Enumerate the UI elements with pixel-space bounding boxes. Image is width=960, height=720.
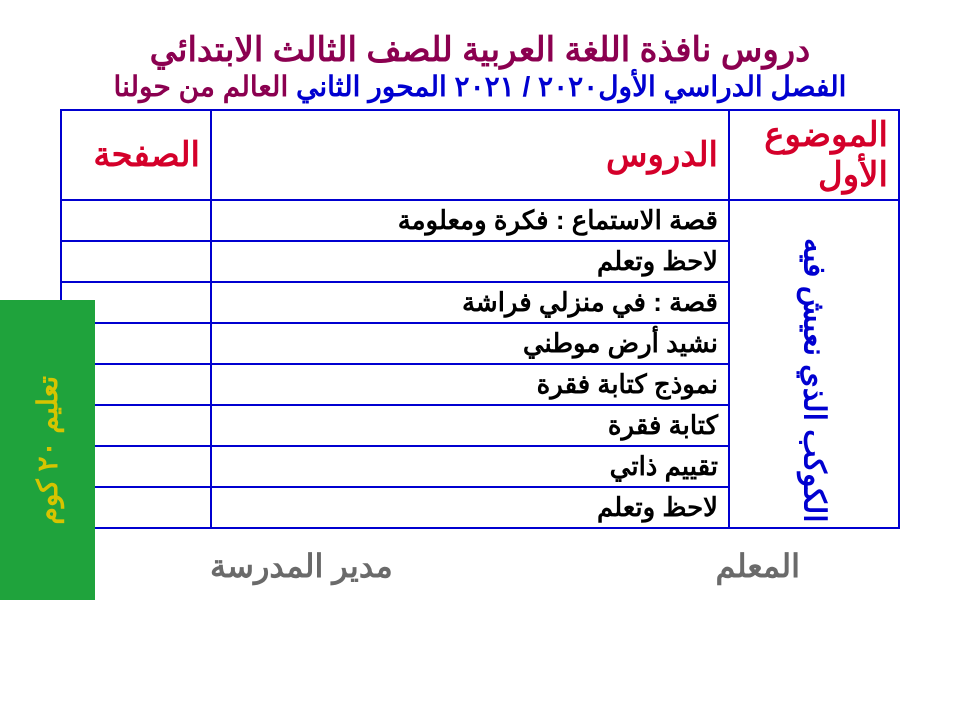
main-title: دروس نافذة اللغة العربية للصف الثالث الا…: [60, 30, 900, 70]
subtitle-part2: العالم من حولنا: [114, 71, 296, 102]
subtitle: الفصل الدراسي الأول٢٠٢٠ / ٢٠٢١ المحور ال…: [60, 70, 900, 103]
side-badge: تعليم ٢٠ كوم: [0, 300, 95, 600]
lesson-cell: تقييم ذاتي: [211, 446, 729, 487]
principal-label: مدير المدرسة: [210, 547, 393, 585]
page-cell: [61, 241, 211, 282]
table-header-row: الموضوع الأول الدروس الصفحة: [61, 110, 899, 200]
lesson-cell: قصة : في منزلي فراشة: [211, 282, 729, 323]
topic-cell: الكوكب الذي نعيش فيه: [729, 200, 899, 528]
subtitle-part1: الفصل الدراسي الأول٢٠٢٠ / ٢٠٢١ المحور ال…: [296, 71, 846, 102]
teacher-label: المعلم: [716, 547, 800, 585]
lesson-cell: لاحظ وتعلم: [211, 241, 729, 282]
page-cell: [61, 200, 211, 241]
lesson-cell: نشيد أرض موطني: [211, 323, 729, 364]
lesson-cell: نموذج كتابة فقرة: [211, 364, 729, 405]
table-row: الكوكب الذي نعيش فيهقصة الاستماع : فكرة …: [61, 200, 899, 241]
lesson-cell: لاحظ وتعلم: [211, 487, 729, 528]
footer: المعلم مدير المدرسة: [60, 547, 900, 585]
col-topic: الموضوع الأول: [729, 110, 899, 200]
col-lessons: الدروس: [211, 110, 729, 200]
side-badge-text: تعليم ٢٠ كوم: [31, 376, 64, 524]
lessons-table: الموضوع الأول الدروس الصفحة الكوكب الذي …: [60, 109, 900, 529]
lesson-cell: قصة الاستماع : فكرة ومعلومة: [211, 200, 729, 241]
lesson-cell: كتابة فقرة: [211, 405, 729, 446]
col-page: الصفحة: [61, 110, 211, 200]
